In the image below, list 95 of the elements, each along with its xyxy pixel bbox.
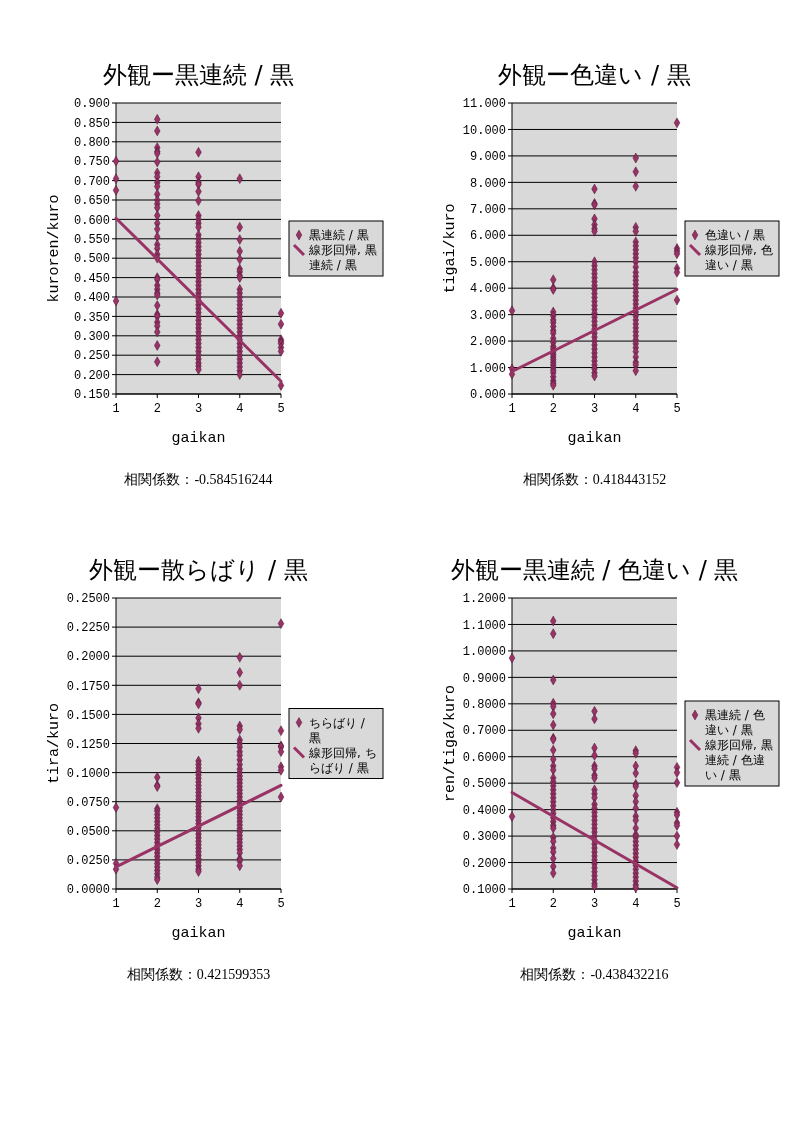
y-tick-label: 0.0250: [66, 854, 110, 869]
y-tick-label: 1.0000: [462, 645, 506, 660]
y-tick-label: 8.000: [469, 176, 506, 191]
x-tick-label: 1: [508, 897, 516, 911]
y-tick-label: 0.1250: [66, 737, 110, 752]
y-axis-title: tigai/kuro: [442, 203, 459, 294]
y-tick-label: 0.9000: [462, 671, 506, 686]
y-tick-label: 0.2500: [66, 592, 110, 607]
y-tick-label: 0.0500: [66, 825, 110, 839]
y-tick-label: 0.300: [73, 330, 110, 344]
text: 相関係数：-0.584516244: [124, 472, 273, 487]
legend-label: 線形回帰, 黒連続 / 色違い / 黒: [704, 738, 773, 782]
y-tick-label: 0.2000: [462, 856, 506, 871]
y-tick-label: 0.650: [73, 194, 110, 209]
chart-title: 外観ー散らばり / 黒: [89, 556, 308, 584]
y-tick-label: 0.450: [73, 271, 110, 286]
text: 相関係数：0.418443152: [522, 472, 667, 487]
y-tick-label: 0.4000: [462, 803, 506, 818]
y-tick-label: 0.900: [73, 97, 110, 112]
text: 相関係数：-0.438432216: [520, 967, 669, 982]
y-tick-label: 5.000: [469, 255, 506, 270]
y-tick-label: 0.200: [73, 368, 110, 383]
y-tick-label: 0.3000: [462, 830, 506, 845]
y-tick-label: 0.0000: [66, 883, 110, 898]
y-tick-label: 0.1750: [66, 679, 110, 694]
y-tick-label: 0.500: [73, 252, 110, 267]
x-axis-title: gaikan: [567, 430, 622, 447]
y-axis-title: tira/kuro: [46, 702, 63, 785]
y-tick-label: 0.750: [73, 155, 110, 170]
y-tick-label: 1.2000: [462, 592, 506, 607]
x-tick-label: 2: [153, 897, 161, 911]
y-tick-label: 0.7000: [462, 724, 506, 739]
y-axis-title: kuroren/kuro: [46, 194, 63, 303]
y-tick-label: 0.800: [73, 136, 110, 150]
legend-label: 黒連続 / 黒: [309, 228, 369, 242]
y-tick-label: 0.850: [73, 116, 110, 131]
y-tick-label: 0.1000: [66, 766, 110, 781]
chart-title: 外観ー色違い / 黒: [498, 61, 691, 89]
x-tick-label: 5: [673, 897, 681, 911]
x-axis-title: gaikan: [171, 925, 226, 942]
y-tick-label: 9.000: [469, 150, 506, 165]
y-tick-label: 1.000: [469, 361, 506, 376]
y-tick-label: 0.000: [469, 388, 506, 403]
y-tick-label: 10.000: [462, 123, 506, 138]
text: 相関係数：0.421599353: [126, 967, 271, 982]
y-tick-label: 1.1000: [462, 618, 506, 633]
y-tick-label: 2.000: [469, 335, 506, 350]
y-tick-label: 0.250: [73, 349, 110, 364]
legend-label: 線形回帰, ちらばり / 黒: [308, 745, 377, 775]
x-tick-label: 5: [277, 897, 285, 911]
legend-label: ちらばり / 黒: [309, 715, 366, 745]
x-tick-label: 4: [236, 402, 244, 416]
x-tick-label: 3: [194, 897, 203, 911]
legend-label: 黒連続 / 色違い / 黒: [705, 708, 765, 737]
x-tick-label: 4: [632, 402, 640, 416]
y-tick-label: 11.000: [462, 97, 506, 112]
y-tick-label: 0.6000: [462, 750, 506, 765]
x-tick-label: 2: [153, 402, 161, 416]
x-tick-label: 2: [549, 402, 557, 416]
y-tick-label: 0.5000: [462, 777, 506, 792]
x-tick-label: 4: [236, 897, 244, 911]
y-axis-title: ren/tiga/kuro: [442, 684, 459, 803]
x-axis-title: gaikan: [567, 925, 622, 942]
y-tick-label: 0.400: [73, 291, 110, 306]
y-tick-label: 0.350: [73, 310, 110, 325]
y-tick-label: 6.000: [469, 229, 506, 244]
y-tick-label: 0.150: [73, 388, 110, 403]
y-tick-label: 3.000: [469, 308, 506, 323]
x-tick-label: 4: [632, 897, 640, 911]
legend-label: 線形回帰, 黒連続 / 黒: [308, 243, 377, 272]
x-tick-label: 3: [590, 897, 599, 911]
y-tick-label: 0.2000: [66, 650, 110, 665]
x-tick-label: 1: [508, 402, 516, 416]
x-tick-label: 5: [673, 402, 681, 416]
y-tick-label: 0.550: [73, 233, 110, 247]
legend-label: 線形回帰, 色違い / 黒: [704, 243, 773, 272]
x-tick-label: 1: [112, 897, 120, 911]
y-tick-label: 0.8000: [462, 698, 506, 713]
y-tick-label: 0.0750: [66, 795, 110, 810]
x-tick-label: 3: [194, 402, 203, 416]
y-tick-label: 4.000: [469, 282, 506, 297]
y-tick-label: 0.2250: [66, 621, 110, 636]
legend-label: 色違い / 黒: [705, 228, 765, 242]
chart-title: 外観ー黒連続 / 色違い / 黒: [450, 556, 739, 584]
x-tick-label: 5: [277, 402, 285, 416]
y-tick-label: 0.600: [73, 213, 110, 228]
y-tick-label: 0.700: [73, 174, 110, 189]
x-axis-title: gaikan: [171, 430, 226, 447]
x-tick-label: 2: [549, 897, 557, 911]
x-tick-label: 1: [112, 402, 120, 416]
y-tick-label: 0.1000: [462, 883, 506, 898]
x-tick-label: 3: [590, 402, 599, 416]
y-tick-label: 7.000: [469, 203, 506, 218]
y-tick-label: 0.1500: [66, 708, 110, 723]
chart-title: 外観ー黒連続 / 黒: [102, 61, 295, 89]
